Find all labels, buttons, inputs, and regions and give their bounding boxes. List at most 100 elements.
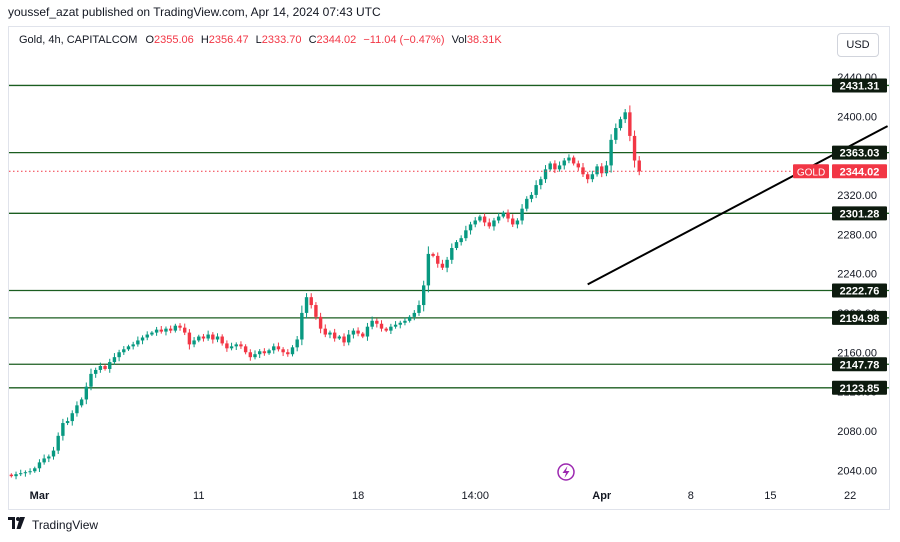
level-tag (832, 283, 887, 298)
candle-body (117, 352, 121, 358)
y-tick-label: 2160.00 (837, 347, 877, 359)
candle-body (70, 413, 74, 422)
candle-body (150, 332, 154, 335)
candle-body (454, 242, 459, 249)
candle-body (314, 305, 318, 317)
candle-body (79, 399, 84, 406)
candle-body (478, 216, 482, 221)
level-tag-label: 2363.03 (840, 148, 880, 160)
candle-body (506, 212, 510, 219)
currency-button[interactable]: USD (837, 33, 879, 57)
candle-body (398, 322, 402, 325)
candle-body (154, 329, 159, 333)
candle-body (136, 340, 140, 345)
candle-body (501, 212, 506, 217)
candle-body (482, 216, 487, 223)
candle-body (257, 351, 262, 355)
open-value: 2355.06 (154, 34, 194, 46)
candle-body (47, 456, 51, 459)
level-tag-label: 2431.31 (840, 80, 880, 92)
event-lightning-icon[interactable] (557, 463, 575, 481)
candle-body (585, 174, 590, 180)
candle-body (356, 330, 360, 334)
level-tag (832, 145, 887, 160)
candle-body (604, 165, 609, 174)
volume-label: Vol (451, 34, 467, 46)
candle-body (595, 166, 599, 175)
candle-body (581, 167, 585, 175)
candle-body (609, 139, 613, 166)
y-tick-label: 2280.00 (837, 229, 877, 241)
symbol-price-tag (793, 164, 829, 179)
candle-body (159, 329, 163, 332)
x-tick-label: Apr (592, 490, 612, 502)
candle-body (529, 194, 534, 199)
candle-body (459, 238, 463, 243)
candle-body (295, 339, 299, 348)
publisher-line: youssef_azat published on TradingView.co… (8, 5, 381, 19)
candle-body (14, 474, 18, 477)
candle-body (623, 112, 627, 120)
candle-body (262, 351, 267, 354)
price-chart[interactable]: 2440.002400.002360.002320.002280.002240.… (9, 27, 890, 510)
candle-body (248, 352, 253, 358)
candle-body (178, 325, 182, 328)
candle-body (28, 471, 32, 473)
candle-body (632, 135, 637, 161)
candle-body (375, 320, 379, 324)
candle-body (379, 323, 384, 329)
y-tick-label: 2040.00 (837, 465, 877, 477)
candle-body (487, 222, 491, 227)
candle-body (173, 325, 178, 331)
x-tick-label: 14:00 (461, 490, 489, 502)
volume-value: 38.31K (466, 34, 502, 46)
candle-body (89, 373, 93, 387)
candle-body (426, 253, 431, 286)
candle-body (126, 346, 131, 350)
candle-body (239, 344, 243, 347)
candle-body (300, 312, 304, 340)
candle-body (211, 334, 215, 340)
candle-body (234, 344, 238, 347)
level-tag (832, 357, 887, 372)
candle-body (590, 174, 595, 180)
last-price-tag-label: 2344.02 (840, 166, 880, 178)
candle-body (276, 346, 281, 350)
candle-body (23, 472, 28, 474)
candle-body (323, 328, 327, 335)
symbol-name[interactable]: Gold, 4h, CAPITALCOM (19, 34, 138, 46)
candle-body (253, 354, 257, 358)
y-tick-label: 2080.00 (837, 426, 877, 438)
candle-body (468, 224, 473, 231)
candle-body (145, 334, 149, 338)
candle-body (318, 316, 323, 329)
candle-body (328, 332, 332, 335)
candle-body (286, 352, 290, 355)
candle-body (557, 165, 562, 170)
candle-body (309, 297, 313, 306)
close-value: 2344.02 (316, 34, 357, 46)
open-label: O (145, 34, 155, 46)
tradingview-logo[interactable]: TradingView (8, 517, 98, 532)
candle-body (332, 332, 337, 339)
candle-body (206, 334, 210, 339)
candle-body (103, 366, 107, 369)
level-tag-label: 2301.28 (840, 208, 880, 220)
level-tag (832, 206, 887, 221)
candle-body (108, 362, 112, 369)
x-tick-label: 8 (688, 490, 694, 502)
last-price-tag (832, 164, 887, 179)
candle-body (515, 220, 520, 225)
level-tag (832, 78, 887, 93)
candle-body (42, 458, 46, 463)
chart-frame: Gold, 4h, CAPITALCOM O2355.06 H2356.47 L… (8, 26, 890, 510)
candle-body (347, 334, 351, 343)
candle-body (562, 160, 566, 166)
candle-body (511, 218, 515, 225)
candle-body (543, 169, 548, 180)
candle-body (197, 336, 201, 341)
candle-body (75, 405, 79, 414)
candle-body (389, 326, 393, 331)
candle-body (187, 332, 192, 345)
candle-body (112, 357, 117, 363)
